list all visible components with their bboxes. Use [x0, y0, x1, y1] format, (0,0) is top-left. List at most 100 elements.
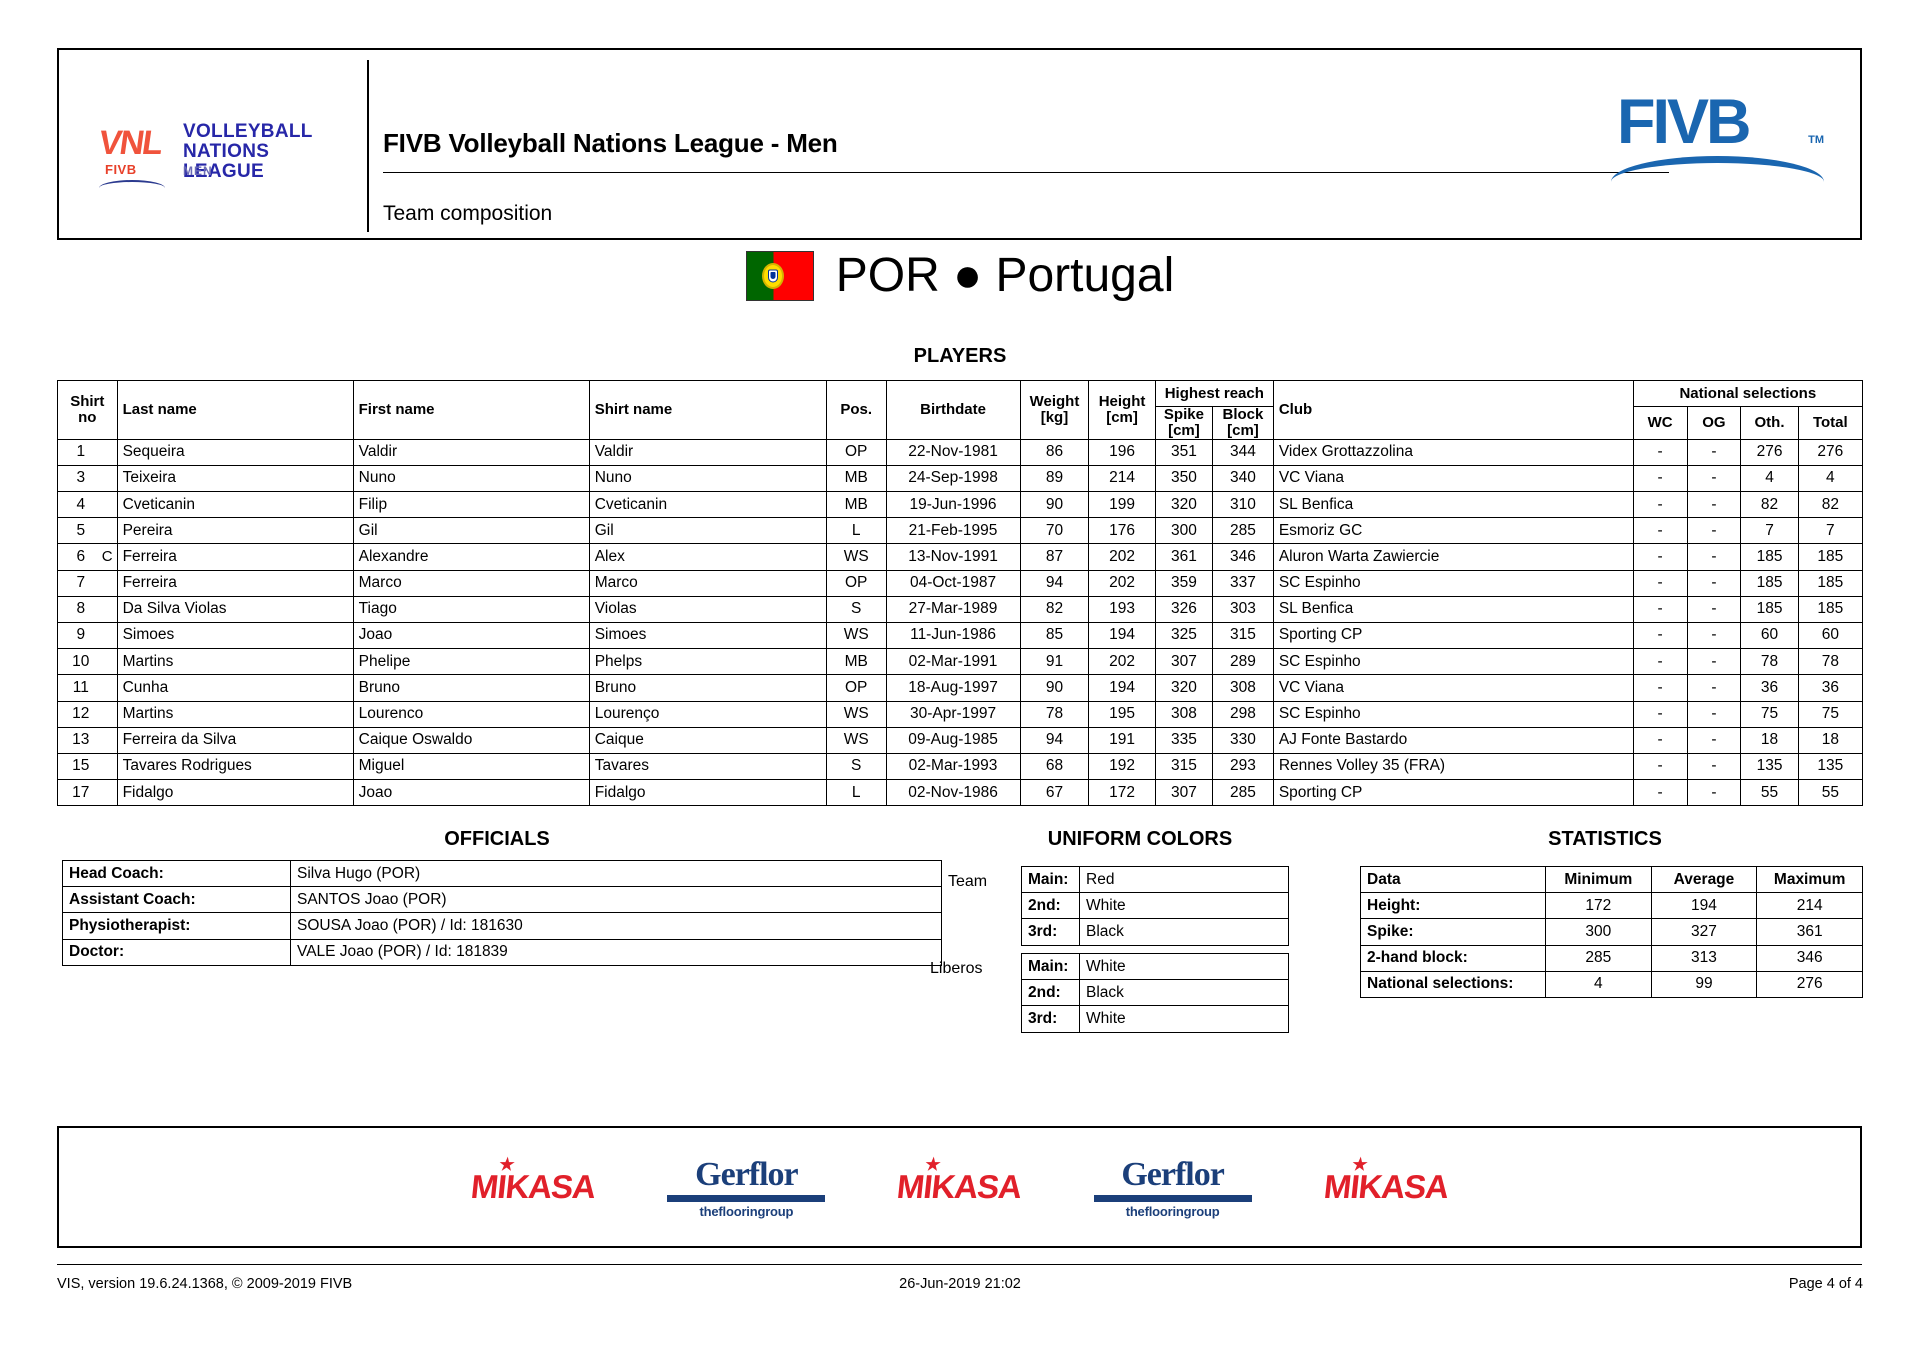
uniform-liberos-table-body: Main: White 2nd: Black 3rd: White	[1021, 952, 1289, 1033]
statistics-maximum-value: 276	[1756, 970, 1863, 998]
cell-wc: -	[1632, 543, 1688, 571]
cell-shirt-name: Phelps	[588, 648, 827, 676]
cell-first-name: Tiago	[352, 595, 590, 624]
statistics-row: Height: 172 194 214	[1360, 892, 1863, 920]
cell-wc: -	[1632, 648, 1688, 676]
cell-weight: 70	[1019, 517, 1090, 545]
cell-height: 194	[1088, 674, 1156, 702]
cell-birthdate: 11-Jun-1986	[885, 621, 1021, 650]
flag-shield-icon	[768, 269, 779, 282]
cell-birthdate: 04-Oct-1987	[885, 569, 1021, 597]
cell-shirt-no: 15	[57, 752, 118, 781]
uniform-team-row: 3rd: Black	[1021, 918, 1289, 946]
officials-role-label: Assistant Coach:	[62, 886, 291, 914]
uniform-liberos-row: 3rd: White	[1021, 1005, 1289, 1033]
col-oth: Oth.	[1740, 406, 1799, 440]
cell-total: 7	[1797, 517, 1864, 545]
cell-block: 308	[1212, 674, 1274, 702]
cell-shirt-no: 4	[57, 491, 118, 519]
cell-oth: 75	[1740, 700, 1799, 728]
cell-shirt-name: Alex	[588, 543, 827, 571]
cell-block: 340	[1212, 464, 1274, 493]
cell-shirt-name: Violas	[588, 595, 827, 624]
uniform-liberos-row: Main: White	[1021, 952, 1289, 981]
vnl-logo-letters: VNL	[96, 124, 164, 162]
star-icon: ★	[924, 1155, 942, 1174]
cell-birthdate: 02-Mar-1991	[885, 648, 1021, 676]
cell-shirt-name: Valdir	[588, 438, 827, 466]
gerflor-logo-text: Gerflor	[1121, 1155, 1225, 1193]
cell-spike: 315	[1154, 752, 1214, 781]
cell-pos: WS	[825, 700, 887, 728]
uniform-liberos-rank-label: 2nd:	[1021, 979, 1080, 1007]
cell-last-name: Martins	[116, 648, 354, 676]
vnl-logo-title-line1: VOLLEYBALL	[183, 121, 313, 142]
uniform-liberos-row: 2nd: Black	[1021, 979, 1289, 1007]
cell-club: Sporting CP	[1272, 621, 1634, 650]
captain-marker: C	[101, 548, 113, 566]
cell-block: 298	[1212, 700, 1274, 728]
col-total: Total	[1797, 406, 1864, 440]
cell-pos: MB	[825, 491, 887, 519]
uniform-liberos-color-value: White	[1079, 1005, 1289, 1033]
cell-weight: 91	[1019, 648, 1090, 676]
statistics-average-value: 327	[1650, 918, 1758, 946]
cell-shirt-name: Tavares	[588, 752, 827, 781]
players-table: Shirt no Last name First name Shirt name…	[57, 379, 1864, 807]
cell-birthdate: 21-Feb-1995	[885, 517, 1021, 545]
cell-club: VC Viana	[1272, 674, 1634, 702]
flag-armillary-icon	[762, 262, 785, 289]
uniform-team-rank-label: Main:	[1021, 865, 1080, 894]
cell-weight: 94	[1019, 726, 1090, 754]
cell-shirt-no: 13	[57, 726, 118, 754]
cell-pos: WS	[825, 543, 887, 571]
cell-spike: 320	[1154, 491, 1214, 519]
sponsor-banner: ★ MIKASA Gerflor theflooringroup ★ MIKASA Gerf…	[57, 1126, 1862, 1248]
cell-club: SL Benfica	[1272, 595, 1634, 624]
players-section-title: PLAYERS	[913, 345, 1007, 367]
cell-oth: 135	[1740, 752, 1799, 781]
statistics-header-cell: Maximum	[1756, 865, 1863, 894]
cell-shirt-name: Caique	[588, 726, 827, 754]
cell-birthdate: 27-Mar-1989	[885, 595, 1021, 624]
col-height: Height [cm]	[1088, 380, 1156, 440]
col-last-name: Last name	[116, 380, 354, 440]
cell-club: Esmoriz GC	[1272, 517, 1634, 545]
cell-last-name: Sequeira	[116, 438, 354, 466]
cell-total: 4	[1797, 464, 1864, 493]
team-title-block: POR ● Portugal	[0, 248, 1920, 306]
uniform-liberos-color-value: White	[1079, 952, 1289, 981]
cell-first-name: Miguel	[352, 752, 590, 781]
col-wc: WC	[1632, 406, 1688, 440]
col-highest-reach: Highest reach	[1154, 379, 1274, 408]
cell-last-name: Teixeira	[116, 464, 354, 493]
cell-og: -	[1686, 726, 1742, 754]
cell-shirt-name: Simoes	[588, 621, 827, 650]
page-subtitle: Team composition	[383, 202, 553, 225]
cell-height: 202	[1088, 569, 1156, 597]
cell-og: -	[1686, 438, 1742, 466]
cell-spike: 300	[1154, 517, 1214, 545]
officials-row: Head Coach: Silva Hugo (POR)	[62, 859, 942, 888]
col-shirt-no-line1: Shirt	[70, 393, 105, 411]
cell-total: 18	[1797, 726, 1864, 754]
cell-shirt-no: 3	[57, 464, 118, 493]
cell-weight: 90	[1019, 674, 1090, 702]
cell-height: 196	[1088, 438, 1156, 466]
officials-person-value: Silva Hugo (POR)	[290, 859, 942, 888]
cell-oth: 276	[1740, 438, 1799, 466]
statistics-minimum-value: 285	[1545, 944, 1652, 972]
cell-spike: 351	[1154, 438, 1214, 466]
cell-height: 202	[1088, 543, 1156, 571]
players-table-body: 1 Sequeira Valdir Valdir OP 22-Nov-1981 86 196 3…	[57, 438, 1864, 807]
statistics-header-cell: Data	[1360, 865, 1546, 894]
cell-club: SL Benfica	[1272, 491, 1634, 519]
cell-block: 315	[1212, 621, 1274, 650]
statistics-maximum-value: 361	[1756, 918, 1863, 946]
cell-weight: 94	[1019, 569, 1090, 597]
statistics-minimum-value: 172	[1545, 892, 1652, 920]
cell-total: 185	[1797, 595, 1864, 624]
cell-last-name: Pereira	[116, 517, 354, 545]
cell-pos: S	[825, 595, 887, 624]
